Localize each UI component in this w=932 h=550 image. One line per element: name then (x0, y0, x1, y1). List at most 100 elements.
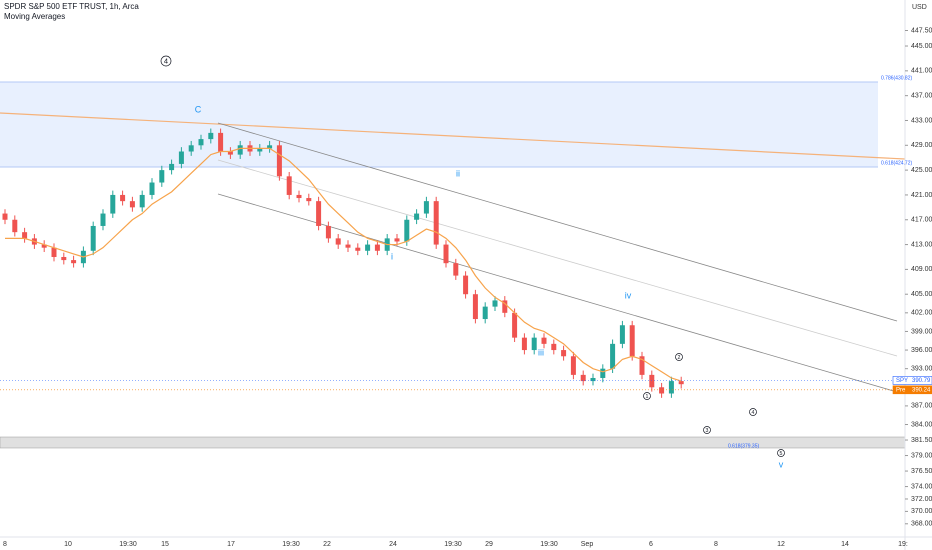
candle-body (590, 377, 596, 382)
candle-body (71, 260, 77, 264)
candle-body (257, 148, 263, 152)
y-tick-label: 384.00 (911, 421, 932, 428)
price-tag (892, 376, 932, 385)
x-tick-label: 12 (777, 541, 785, 548)
y-tick-label: 374.00 (911, 483, 932, 490)
y-tick-label: 413.00 (911, 241, 932, 248)
channel-lower (217, 193, 898, 393)
x-tick-label: 19:30 (540, 541, 558, 548)
y-tick-label: 405.00 (911, 291, 932, 298)
candle-body (472, 294, 478, 320)
candle-body (169, 163, 175, 171)
candle-body (335, 238, 341, 245)
candle-body (227, 151, 233, 155)
x-tick-label: 17 (227, 541, 235, 548)
chart-title: SPDR S&P 500 ETF TRUST, 1h, Arca (4, 2, 139, 11)
price-tag-name: Pre (896, 387, 906, 393)
x-tick-label: 14 (841, 541, 849, 548)
indicator-name: Moving Averages (4, 12, 65, 21)
y-tick-label: 433.00 (911, 117, 932, 124)
y-tick-label: 372.00 (911, 496, 932, 503)
y-tick-label: 387.00 (911, 403, 932, 410)
candle-body (639, 356, 645, 375)
price-tag (892, 385, 932, 395)
x-tick-label: 8 (714, 541, 718, 548)
candle-body (51, 247, 57, 257)
candle-body (100, 213, 106, 226)
candle-body (463, 275, 469, 295)
x-tick-label: 19:30 (444, 541, 462, 548)
candle-body (237, 145, 243, 155)
candle-body (90, 225, 96, 251)
wave-circle (160, 55, 172, 67)
candle-body (580, 374, 586, 382)
circled-label: 5 (780, 451, 783, 457)
fib-label: 0.618(379.35) (728, 443, 759, 449)
candle-body (600, 368, 606, 378)
candle-body (178, 151, 184, 164)
x-tick-label: Sep (581, 541, 594, 548)
candle-body (629, 325, 635, 357)
wave-label: i (391, 251, 393, 261)
y-tick-label: 370.00 (911, 508, 932, 515)
candle-body (531, 337, 537, 351)
candle-body (325, 225, 331, 239)
candle-body (149, 182, 155, 195)
candle-body (159, 170, 165, 183)
y-tick-label: 437.00 (911, 93, 932, 100)
y-tick-label: 447.50 (911, 27, 932, 34)
y-tick-label: 429.00 (911, 142, 932, 149)
candle-body (345, 244, 351, 248)
y-tick-label: 396.00 (911, 347, 932, 354)
candle-body (208, 132, 214, 140)
circled-label: 1 (646, 394, 649, 400)
wave-circle (675, 353, 683, 361)
y-tick-label: 379.00 (911, 452, 932, 459)
candle-body (668, 381, 674, 394)
candle-body (512, 312, 518, 338)
channel-upper (217, 122, 898, 322)
currency: USD (912, 4, 927, 11)
x-tick-label: 15 (161, 541, 169, 548)
candle-body (649, 374, 655, 388)
candle-body (267, 145, 273, 149)
candle-body (276, 145, 282, 177)
price-tag-name: SPY (896, 378, 908, 384)
candle-body (139, 194, 145, 208)
candle-body (492, 300, 498, 307)
candle-body (610, 343, 616, 369)
circled-label: 3 (706, 428, 709, 434)
candle-body (61, 256, 67, 261)
x-tick-label: 19: (898, 541, 908, 548)
candle-body (502, 300, 508, 313)
wave-circle (777, 449, 785, 457)
candle-body (218, 132, 224, 152)
x-tick-label: 19:30 (282, 541, 300, 548)
y-tick-label: 381.50 (911, 437, 932, 444)
candle-body (286, 176, 292, 195)
y-tick-label: 421.00 (911, 192, 932, 199)
candle-body (2, 213, 8, 220)
wave-label: C (195, 104, 202, 114)
candle-body (619, 325, 625, 344)
y-tick-label: 425.00 (911, 167, 932, 174)
wave-circle (703, 426, 711, 434)
candle-body (433, 201, 439, 245)
wave-circle (749, 408, 757, 416)
orange-trendline (0, 112, 906, 160)
y-tick-label: 368.00 (911, 521, 932, 528)
y-tick-label: 402.00 (911, 310, 932, 317)
wave-label: ii (456, 168, 460, 178)
x-tick-label: 24 (389, 541, 397, 548)
candle-body (394, 238, 400, 242)
moving-average (5, 147, 682, 382)
candle-body (541, 337, 547, 344)
candle-body (41, 244, 47, 248)
y-tick-label: 393.00 (911, 366, 932, 373)
wave-circle (643, 392, 651, 400)
wave-label: iv (625, 290, 632, 300)
candle-body (365, 244, 371, 251)
fib-label: 0.786(430.82) (881, 75, 912, 81)
wave-label: v (779, 459, 784, 469)
